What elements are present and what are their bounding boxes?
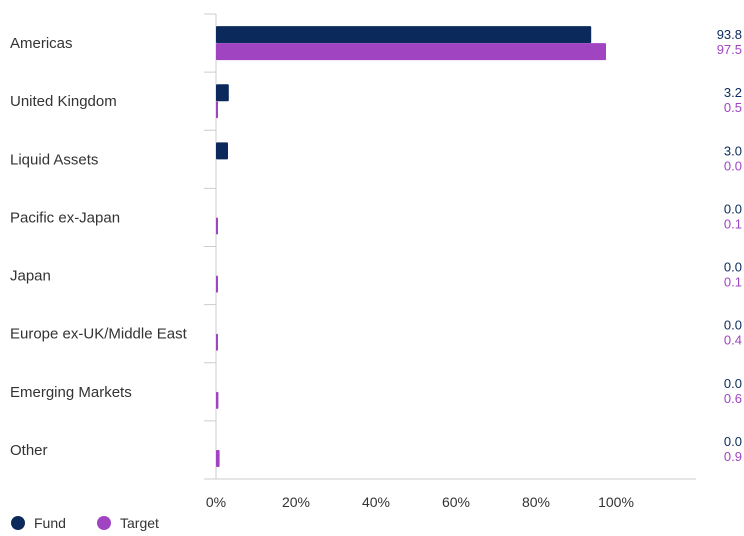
bar-target bbox=[216, 333, 218, 351]
bar-target bbox=[216, 391, 219, 409]
value-label-fund: 0.0 bbox=[724, 434, 742, 449]
value-label-fund: 3.0 bbox=[724, 143, 742, 158]
value-label-target: 0.6 bbox=[724, 391, 742, 406]
bar-target bbox=[216, 449, 220, 467]
value-label-target: 97.5 bbox=[717, 42, 742, 57]
category-label: Pacific ex-Japan bbox=[10, 209, 120, 226]
x-tick-label: 60% bbox=[442, 494, 470, 510]
value-label-fund: 93.8 bbox=[717, 27, 742, 42]
legend-marker-fund bbox=[11, 516, 25, 530]
bar-target bbox=[216, 101, 218, 119]
x-tick-label: 40% bbox=[362, 494, 390, 510]
category-label: Liquid Assets bbox=[10, 151, 98, 168]
legend-label-target: Target bbox=[120, 515, 159, 531]
x-tick-label: 20% bbox=[282, 494, 310, 510]
value-label-target: 0.5 bbox=[724, 100, 742, 115]
bar-fund bbox=[216, 142, 228, 160]
value-label-fund: 0.0 bbox=[724, 318, 742, 333]
value-label-fund: 0.0 bbox=[724, 260, 742, 275]
category-label: Japan bbox=[10, 268, 51, 285]
x-tick-label: 100% bbox=[598, 494, 634, 510]
value-label-target: 0.9 bbox=[724, 449, 742, 464]
legend-marker-target bbox=[97, 516, 111, 530]
value-label-fund: 0.0 bbox=[724, 201, 742, 216]
value-label-fund: 0.0 bbox=[724, 376, 742, 391]
category-label: Americas bbox=[10, 35, 73, 52]
x-tick-label: 80% bbox=[522, 494, 550, 510]
category-label: Other bbox=[10, 442, 48, 459]
category-label: United Kingdom bbox=[10, 93, 117, 110]
value-label-target: 0.1 bbox=[724, 275, 742, 290]
bar-target bbox=[216, 275, 218, 293]
category-label: Emerging Markets bbox=[10, 384, 132, 401]
legend-label-fund: Fund bbox=[34, 515, 66, 531]
bar-fund bbox=[216, 84, 229, 102]
value-label-fund: 3.2 bbox=[724, 85, 742, 100]
bar-target bbox=[216, 43, 606, 61]
category-label: Europe ex-UK/Middle East bbox=[10, 326, 188, 343]
value-label-target: 0.0 bbox=[724, 158, 742, 173]
x-tick-label: 0% bbox=[206, 494, 226, 510]
bar-fund bbox=[216, 26, 592, 44]
bar-target bbox=[216, 217, 218, 235]
value-label-target: 0.1 bbox=[724, 216, 742, 231]
value-label-target: 0.4 bbox=[724, 333, 742, 348]
